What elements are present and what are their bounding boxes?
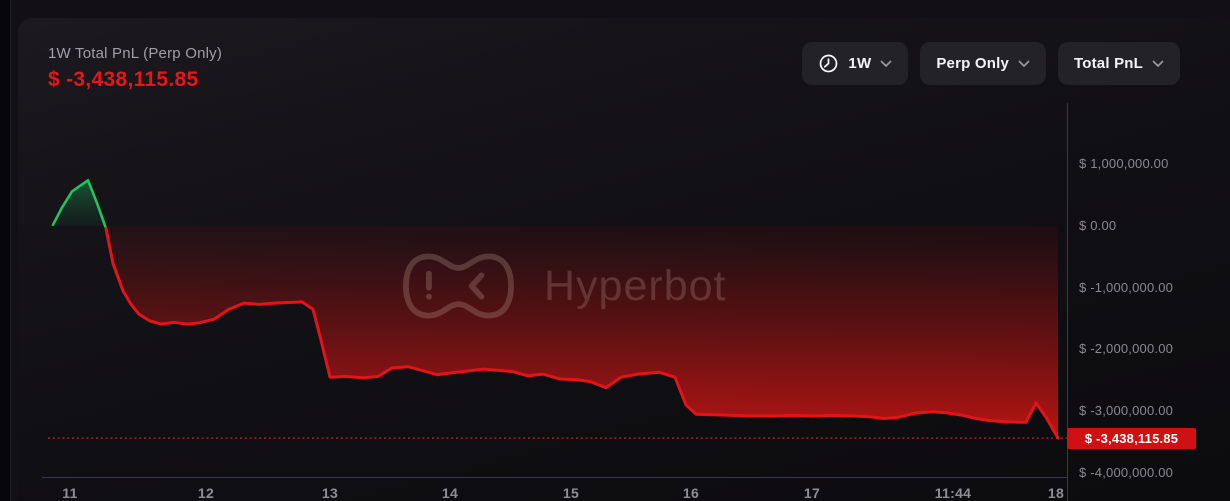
y-axis-tick-label: $ 0.00 [1079, 218, 1117, 233]
chart-title: 1W Total PnL (Perp Only) [48, 45, 223, 62]
timeframe-label: 1W [848, 55, 872, 72]
x-axis-tick-label: 12 [197, 485, 215, 501]
current-value-tag: $ -3,438,115.85 [1067, 427, 1196, 449]
chart-current-value: $ -3,438,115.85 [48, 68, 199, 91]
x-axis-tick-label: 17 [803, 485, 821, 501]
x-axis-tick-label: 11:44 [934, 485, 972, 501]
clock-icon [820, 54, 838, 73]
x-axis-tick-label: 11 [62, 485, 78, 501]
metric-label: Total PnL [1073, 55, 1143, 72]
negative-area-fill [106, 226, 1058, 439]
y-axis-tick-label: $ 1,000,000.00 [1079, 156, 1169, 172]
market-filter-label: Perp Only [936, 55, 1009, 72]
x-axis-tick-label: 15 [562, 485, 580, 501]
x-axis-tick-label: 16 [682, 485, 700, 501]
negative-line [104, 227, 1060, 440]
chevron-down-icon [880, 60, 892, 67]
positive-area-fill [53, 180, 106, 229]
metric-dropdown[interactable]: Total PnL [1057, 42, 1180, 85]
chart-controls: 1W Perp Only Total PnL [802, 42, 1180, 85]
pnl-line-chart[interactable] [18, 18, 1230, 501]
y-axis-tick-label: $ -2,000,000.00 [1079, 341, 1174, 357]
timeframe-dropdown[interactable]: 1W [802, 42, 909, 85]
chevron-down-icon [1018, 60, 1030, 67]
positive-line [51, 179, 108, 230]
y-axis-tick-label: $ -1,000,000.00 [1079, 279, 1174, 295]
y-axis-tick-label: $ -4,000,000.00 [1079, 464, 1174, 480]
market-filter-dropdown[interactable]: Perp Only [920, 42, 1046, 85]
x-axis-tick-label: 14 [441, 485, 459, 501]
x-axis-tick-label: 13 [321, 485, 339, 501]
pnl-card: 1W Total PnL (Perp Only) $ -3,438,115.85… [18, 18, 1230, 501]
x-axis-tick-label: 18 [1047, 485, 1065, 501]
page-left-edge [0, 0, 11, 501]
y-axis-tick-label: $ -3,000,000.00 [1079, 403, 1174, 419]
chevron-down-icon [1152, 60, 1164, 67]
